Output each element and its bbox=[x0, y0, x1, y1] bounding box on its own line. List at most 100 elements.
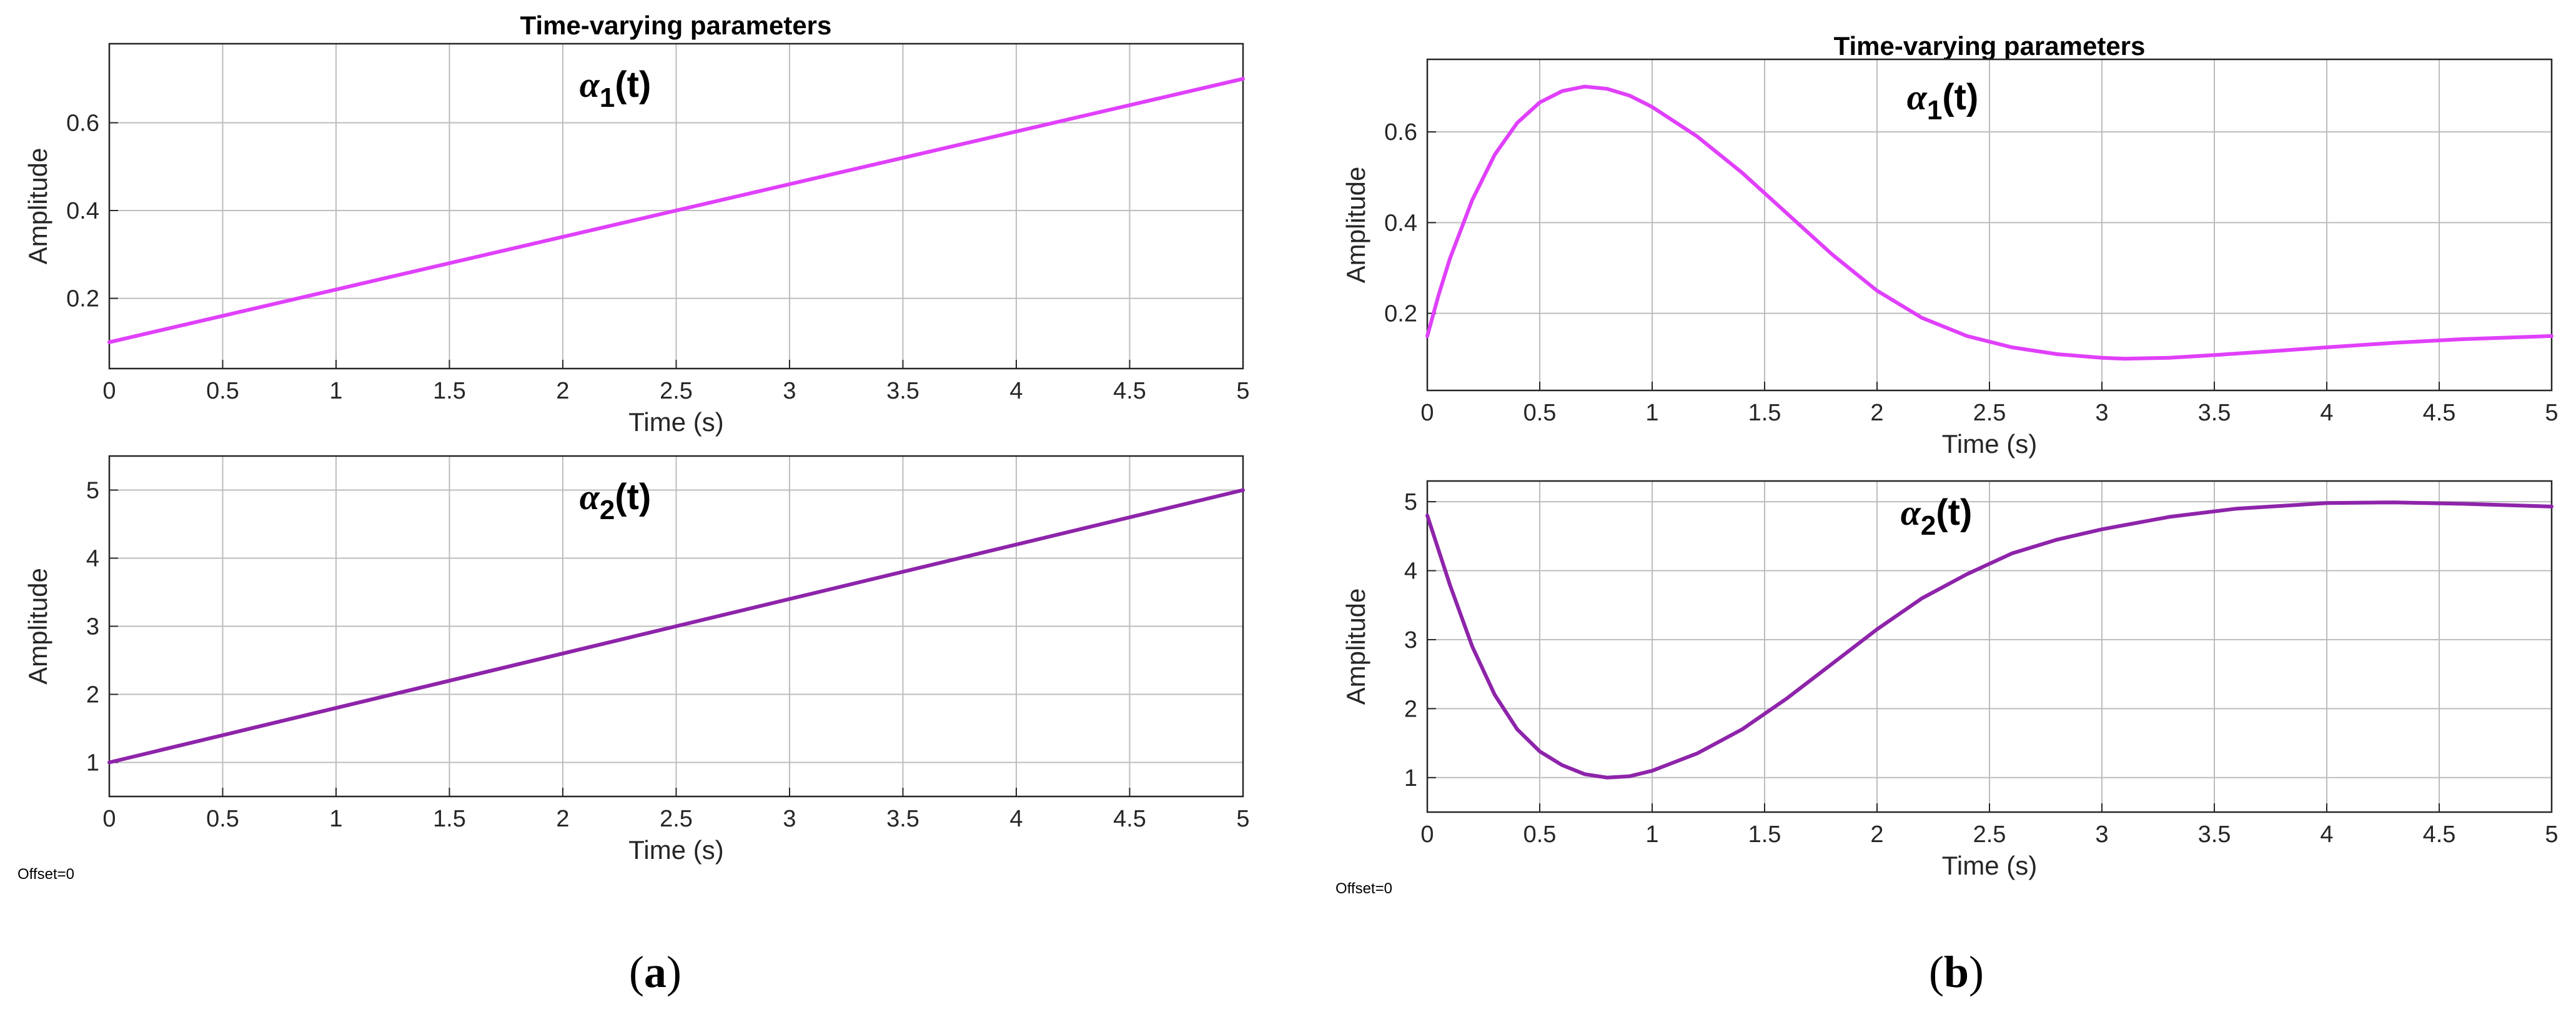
annotation-tail: (t) bbox=[1936, 492, 1972, 533]
x-tick-label: 2 bbox=[556, 378, 569, 404]
annotation-subscript: 2 bbox=[600, 495, 615, 525]
y-tick-label: 4 bbox=[86, 546, 99, 572]
x-axis-label: Time (s) bbox=[1942, 429, 2037, 459]
x-tick-label: 3.5 bbox=[886, 378, 919, 404]
x-tick-label: 0 bbox=[1420, 400, 1434, 426]
y-axis-label: Amplitude bbox=[1341, 588, 1370, 705]
annotation-alpha: α bbox=[1907, 77, 1928, 117]
x-tick-label: 0.5 bbox=[206, 806, 239, 832]
caption-b-letter: b bbox=[1943, 947, 1969, 997]
x-tick-label: 5 bbox=[1236, 806, 1249, 832]
x-tick-label: 4 bbox=[1009, 806, 1023, 832]
x-tick-label: 1 bbox=[329, 378, 342, 404]
annotation-subscript: 2 bbox=[1921, 510, 1936, 541]
series-line-1 bbox=[107, 77, 1245, 344]
chart-title: Time-varying parameters bbox=[520, 11, 832, 40]
y-tick-label: 4 bbox=[1404, 558, 1417, 585]
x-tick-label: 0 bbox=[102, 378, 116, 404]
x-tick-label: 2 bbox=[556, 806, 569, 832]
y-tick-label: 0.4 bbox=[66, 198, 99, 224]
annotation-alpha: α bbox=[580, 64, 600, 105]
y-axis-label: Amplitude bbox=[1341, 167, 1370, 284]
x-tick-label: 3 bbox=[783, 806, 796, 832]
x-tick-label: 5 bbox=[1236, 378, 1249, 404]
annotation-subscript: 1 bbox=[1927, 95, 1942, 126]
x-tick-label: 0 bbox=[102, 806, 116, 832]
caption-a: (a) bbox=[629, 947, 681, 997]
series-line-1 bbox=[1425, 500, 2554, 780]
x-tick-label: 0.5 bbox=[206, 378, 239, 404]
panel-a: Time-varying parameters Offset=0 0 0.5 1 1.5 2… bbox=[17, 11, 1250, 883]
annotation-tail: (t) bbox=[615, 477, 651, 517]
x-tick-label: 2.5 bbox=[660, 806, 693, 832]
y-tick-label: 2 bbox=[1404, 696, 1417, 722]
y-tick-label: 0.2 bbox=[1384, 301, 1417, 327]
x-tick-label: 1.5 bbox=[433, 806, 466, 832]
x-tick-label: 2.5 bbox=[660, 378, 693, 404]
x-tick-label: 0.5 bbox=[1523, 821, 1557, 848]
y-axis-label: Amplitude bbox=[23, 568, 52, 685]
x-tick-label: 1 bbox=[1645, 400, 1658, 426]
series-line-1 bbox=[1425, 84, 2554, 361]
series-annotation: α1(t) bbox=[580, 64, 651, 113]
annotation-tail: (t) bbox=[1942, 77, 1978, 117]
x-tick-label: 3.5 bbox=[2198, 400, 2231, 426]
subplot-1: 0 0.5 1 1.5 2 2.5 3 3.5 4 4.5 5 0.2 0.4 0.6 Time (s) Am… bbox=[1341, 58, 2559, 459]
x-axis-label: Time (s) bbox=[628, 835, 723, 865]
y-tick-label: 1 bbox=[1404, 765, 1417, 791]
annotation-tail: (t) bbox=[615, 64, 651, 105]
x-axis-label: Time (s) bbox=[1942, 851, 2037, 880]
series-annotation: α1(t) bbox=[1907, 77, 1979, 126]
x-tick-label: 1.5 bbox=[433, 378, 466, 404]
offset-note: Offset=0 bbox=[1335, 880, 1392, 897]
series-annotation: α2(t) bbox=[580, 477, 651, 525]
caption-b: (b) bbox=[1928, 947, 1984, 997]
x-tick-label: 3.5 bbox=[886, 806, 919, 832]
x-tick-label: 1 bbox=[1645, 821, 1658, 848]
y-tick-label: 3 bbox=[1404, 627, 1417, 653]
y-tick-label: 5 bbox=[86, 478, 99, 504]
x-tick-label: 1.5 bbox=[1748, 821, 1781, 848]
y-tick-label: 0.4 bbox=[1384, 210, 1417, 236]
x-tick-label: 4.5 bbox=[1113, 378, 1146, 404]
y-axis-label: Amplitude bbox=[23, 148, 52, 265]
annotation-subscript: 1 bbox=[600, 82, 615, 113]
y-tick-label: 2 bbox=[86, 682, 99, 708]
x-tick-label: 2 bbox=[1870, 821, 1883, 848]
subplot-2: 0 0.5 1 1.5 2 2.5 3 3.5 4 4.5 5 1 2 3 4 5 Time (s) Amplit… bbox=[1341, 480, 2559, 880]
offset-note: Offset=0 bbox=[17, 866, 74, 883]
x-tick-label: 2.5 bbox=[1973, 400, 2006, 426]
x-tick-label: 3 bbox=[783, 378, 796, 404]
panel-b: Time-varying parameters Offset=0 0 0.5 1 1.5 2… bbox=[1335, 31, 2559, 897]
y-tick-label: 1 bbox=[86, 750, 99, 776]
x-axis-label: Time (s) bbox=[628, 407, 723, 437]
x-tick-label: 0.5 bbox=[1523, 400, 1557, 426]
subplot-2: 0 0.5 1 1.5 2 2.5 3 3.5 4 4.5 5 1 2 3 4 5 Time (s) Amplit… bbox=[23, 455, 1250, 865]
x-tick-label: 3.5 bbox=[2198, 821, 2231, 848]
x-tick-label: 5 bbox=[2545, 400, 2558, 426]
series-line-1 bbox=[107, 488, 1245, 765]
x-tick-label: 2 bbox=[1870, 400, 1883, 426]
x-tick-label: 4.5 bbox=[2423, 821, 2456, 848]
annotation-alpha: α bbox=[1901, 492, 1921, 533]
subplot-1: 0 0.5 1 1.5 2 2.5 3 3.5 4 4.5 5 0.2 0.4 0.6 Time (s) Am… bbox=[23, 42, 1250, 437]
y-tick-label: 5 bbox=[1404, 489, 1417, 515]
x-tick-label: 1 bbox=[329, 806, 342, 832]
x-tick-label: 4 bbox=[1009, 378, 1023, 404]
x-tick-label: 4 bbox=[2320, 400, 2333, 426]
chart-title: Time-varying parameters bbox=[1834, 31, 2146, 61]
x-tick-label: 1.5 bbox=[1748, 400, 1781, 426]
x-tick-label: 3 bbox=[2095, 400, 2108, 426]
x-tick-label: 4.5 bbox=[2423, 400, 2456, 426]
x-tick-label: 4 bbox=[2320, 821, 2333, 848]
x-tick-label: 3 bbox=[2095, 821, 2108, 848]
y-tick-label: 0.6 bbox=[1384, 119, 1417, 146]
y-tick-label: 3 bbox=[86, 614, 99, 640]
caption-a-letter: a bbox=[644, 947, 666, 997]
x-tick-label: 0 bbox=[1420, 821, 1434, 848]
x-tick-label: 2.5 bbox=[1973, 821, 2006, 848]
series-annotation: α2(t) bbox=[1901, 492, 1973, 541]
y-tick-label: 0.6 bbox=[66, 110, 99, 136]
y-tick-label: 0.2 bbox=[66, 286, 99, 312]
annotation-alpha: α bbox=[580, 477, 600, 517]
